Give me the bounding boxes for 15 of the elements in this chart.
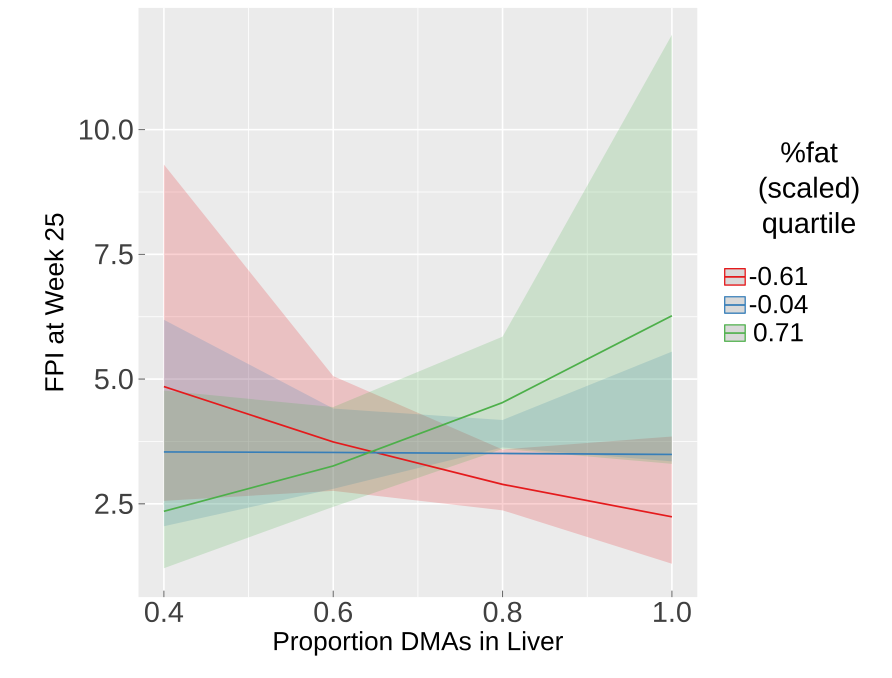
x-tick-label: 0.8 bbox=[484, 602, 522, 622]
y-tick-label: 10.0 bbox=[80, 120, 133, 140]
line-series bbox=[163, 386, 673, 518]
y-axis-title: FPI at Week 25 bbox=[44, 214, 64, 391]
y-tick-label: 7.5 bbox=[95, 244, 133, 265]
x-tick-label: 0.4 bbox=[144, 602, 184, 622]
x-axis-title: Proportion DMAs in Liver bbox=[274, 631, 563, 656]
y-tick-label: 2.5 bbox=[95, 494, 133, 514]
legend-label: -0.61 bbox=[750, 266, 808, 286]
legend-label: -0.04 bbox=[750, 295, 808, 314]
x-tick-label: 1.0 bbox=[654, 602, 691, 622]
x-tick-label: 0.6 bbox=[314, 602, 352, 622]
legend-title: %fat (scaled) quartile bbox=[760, 142, 858, 240]
y-tick-label: 5.0 bbox=[94, 369, 133, 390]
legend-label: 0.71 bbox=[754, 323, 803, 342]
